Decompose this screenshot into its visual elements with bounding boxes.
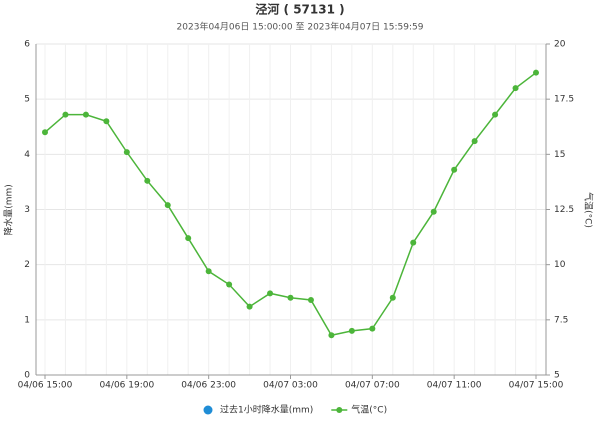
- point: [123, 149, 130, 156]
- point: [205, 268, 212, 275]
- y-tick-label: 3: [24, 205, 30, 215]
- y-tick-label: 1: [24, 315, 30, 325]
- y-tick-label: 0: [24, 371, 30, 381]
- x-tick-label: 04/06 23:00: [181, 381, 236, 391]
- legend-symbol: [203, 405, 213, 415]
- point: [82, 111, 89, 118]
- point: [533, 69, 539, 76]
- y-tick-label: 2: [24, 260, 30, 270]
- point: [164, 202, 171, 209]
- chart-subtitle: 2023年04月06日 15:00:00 至 2023年04月07日 15:59…: [177, 21, 424, 33]
- legend-label: 过去1小时降水量(mm): [220, 404, 313, 416]
- x-tick-label: 04/06 15:00: [18, 381, 73, 391]
- point: [328, 332, 335, 339]
- point: [389, 294, 396, 301]
- point: [144, 177, 151, 184]
- point: [226, 281, 233, 288]
- point: [410, 239, 417, 246]
- point: [42, 129, 48, 136]
- x-tick-label: 04/06 19:00: [99, 381, 154, 391]
- legend-label: 气温(°C): [351, 404, 387, 416]
- point: [471, 138, 478, 145]
- point: [287, 294, 294, 301]
- y2-tick-label: 7.5: [554, 315, 568, 325]
- point: [451, 166, 458, 173]
- point: [430, 208, 437, 215]
- point: [512, 85, 519, 92]
- y-tick-label: 5: [24, 95, 30, 105]
- point: [369, 325, 376, 332]
- x-tick-label: 04/07 03:00: [263, 381, 318, 391]
- point: [267, 290, 274, 297]
- y2-tick-label: 15: [554, 150, 565, 160]
- point: [307, 296, 314, 303]
- point: [103, 118, 110, 125]
- legend-symbol: [336, 407, 343, 413]
- y-tick-label: 6: [24, 40, 30, 50]
- y2-tick-label: 12.5: [554, 205, 574, 215]
- point: [246, 303, 253, 310]
- point: [348, 327, 355, 334]
- chart-title: 泾河 ( 57131 ): [255, 2, 344, 17]
- y2-tick-label: 5: [554, 371, 560, 381]
- y2-axis-label: 气温(°C): [583, 192, 595, 228]
- point: [185, 235, 192, 242]
- y-axis-label: 降水量(mm): [3, 184, 15, 236]
- point: [62, 111, 69, 118]
- y-tick-label: 4: [24, 150, 30, 160]
- x-tick-label: 04/07 07:00: [345, 381, 400, 391]
- y2-tick-label: 20: [554, 40, 566, 50]
- y2-tick-label: 17.5: [554, 95, 574, 105]
- y2-tick-label: 10: [554, 260, 566, 270]
- point: [492, 111, 499, 118]
- x-tick-label: 04/07 15:00: [509, 381, 564, 391]
- x-tick-label: 04/07 11:00: [427, 381, 482, 391]
